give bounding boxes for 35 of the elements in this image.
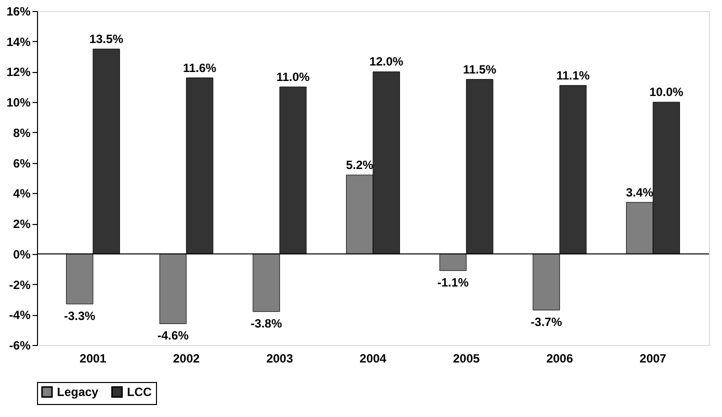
data-label: 12.0% <box>369 54 404 69</box>
y-tick-label: -6% <box>9 338 31 352</box>
data-label: -4.6% <box>157 328 189 343</box>
data-label: 10.0% <box>649 85 684 100</box>
data-label: -1.1% <box>437 276 469 290</box>
legend-label: Legacy <box>57 385 99 399</box>
data-label: 5.2% <box>346 158 374 172</box>
data-label: 11.0% <box>276 70 310 84</box>
data-label: 11.5% <box>462 62 497 76</box>
data-label: 11.1% <box>556 68 590 82</box>
y-tick-label: 16% <box>6 4 31 18</box>
legend-label: LCC <box>127 385 152 399</box>
x-tick-label: 2002 <box>172 352 200 366</box>
x-tick-label: 2006 <box>546 352 574 366</box>
y-tick-label: -2% <box>9 278 31 292</box>
y-tick-label: 8% <box>13 126 31 140</box>
y-tick-label: 14% <box>6 34 31 49</box>
x-tick-label: 2001 <box>80 352 107 366</box>
data-label: 3.4% <box>626 185 654 200</box>
y-tick-label: 10% <box>6 96 31 110</box>
data-label: -3.8% <box>250 316 282 331</box>
data-label: -3.3% <box>64 309 96 324</box>
data-label: -3.7% <box>530 315 562 330</box>
x-tick-label: 2005 <box>452 352 480 366</box>
y-tick-label: -4% <box>9 308 31 322</box>
x-tick-label: 2004 <box>360 352 387 366</box>
y-tick-label: 6% <box>13 156 31 170</box>
data-label: 11.6% <box>182 60 217 75</box>
y-tick-label: 2% <box>13 217 31 232</box>
y-tick-label: 4% <box>13 186 31 201</box>
y-tick-label: 0% <box>13 247 31 262</box>
x-tick-label: 2007 <box>640 352 667 366</box>
data-label: 13.5% <box>89 32 124 46</box>
x-tick-label: 2003 <box>266 352 294 366</box>
y-tick-label: 12% <box>6 65 31 80</box>
